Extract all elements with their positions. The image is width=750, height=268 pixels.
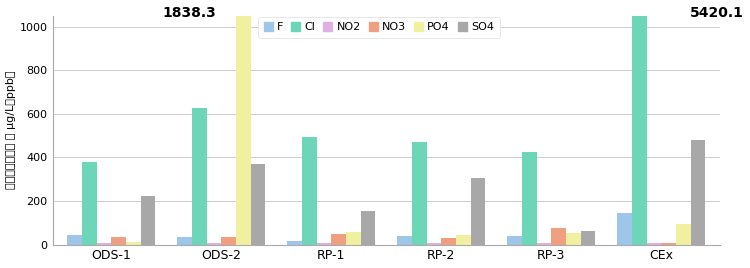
- Bar: [617, 213, 632, 245]
- Bar: [332, 234, 346, 245]
- Bar: [662, 243, 676, 245]
- Bar: [522, 152, 537, 245]
- Bar: [471, 178, 485, 245]
- Bar: [691, 140, 706, 245]
- Bar: [251, 164, 266, 245]
- Bar: [412, 142, 427, 245]
- Bar: [551, 228, 566, 245]
- Bar: [346, 232, 361, 245]
- Bar: [537, 243, 551, 245]
- Bar: [646, 243, 662, 245]
- Bar: [632, 16, 646, 245]
- Bar: [192, 108, 206, 245]
- Text: 1838.3: 1838.3: [162, 6, 216, 20]
- Bar: [206, 243, 221, 245]
- Bar: [316, 243, 332, 245]
- Bar: [302, 137, 316, 245]
- Bar: [580, 232, 596, 245]
- Bar: [221, 237, 236, 245]
- Bar: [676, 224, 691, 245]
- Legend: F, Cl, NO2, NO3, PO4, SO4: F, Cl, NO2, NO3, PO4, SO4: [259, 17, 500, 38]
- Bar: [97, 243, 111, 245]
- Bar: [361, 211, 375, 245]
- Bar: [177, 237, 192, 245]
- Bar: [82, 162, 97, 245]
- Bar: [441, 239, 456, 245]
- Bar: [111, 237, 126, 245]
- Bar: [427, 243, 441, 245]
- Bar: [140, 196, 155, 245]
- Bar: [236, 16, 250, 245]
- Bar: [566, 233, 580, 245]
- Text: 5420.1: 5420.1: [690, 6, 744, 20]
- Bar: [398, 236, 412, 245]
- Bar: [126, 242, 140, 245]
- Y-axis label: 溶出イオン濃度 ／ μg/L（ppb）: 溶出イオン濃度 ／ μg/L（ppb）: [5, 71, 16, 189]
- Bar: [507, 236, 522, 245]
- Bar: [287, 241, 302, 245]
- Bar: [456, 235, 471, 245]
- Bar: [68, 235, 82, 245]
